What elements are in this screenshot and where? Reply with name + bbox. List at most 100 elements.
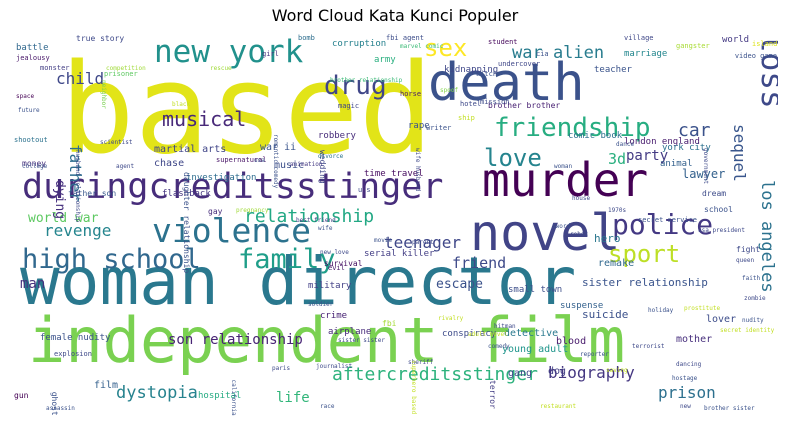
word-brother-relationship: brother relationship [330, 77, 403, 84]
word-usa-president: usa president [698, 227, 745, 234]
word-money: money [22, 159, 46, 168]
word-competition: competition [106, 65, 146, 72]
word-daughter-relationship: daughter relationship [182, 172, 191, 273]
word-assassin: assassin [46, 405, 75, 412]
word-rape: rape [408, 121, 430, 131]
word-london-england: london england [624, 137, 700, 147]
word-gangster: gangster [676, 42, 710, 50]
word-man: man [20, 276, 45, 292]
word-marriage: marriage [624, 49, 667, 59]
word-son-relationship: son relationship [168, 332, 303, 348]
word-rivalry: rivalry [438, 315, 464, 322]
word-hotel: hotel [460, 100, 481, 108]
word-biography: biography [548, 363, 635, 382]
word-pregnancy: pregnancy [236, 207, 269, 214]
word-ghost: ghost [50, 392, 59, 416]
word-scientist: scientist [100, 139, 133, 146]
word-monster: monster [40, 64, 70, 72]
word-adult-novel: adult novel [468, 331, 508, 338]
word-suicide: suicide [582, 308, 628, 321]
word-comedy: comedy [488, 343, 510, 350]
word-holiday: holiday [648, 307, 674, 314]
word-party: party [626, 148, 668, 164]
word-race: race [320, 403, 335, 410]
word-horse: horse [400, 90, 421, 98]
word-battle: battle [16, 43, 49, 53]
word-relationship: relationship [244, 206, 374, 227]
word-3d: 3d [608, 150, 626, 168]
word-spoof: spoof [440, 87, 458, 94]
word-new-love: new love [320, 249, 349, 256]
word-soldier: soldier [308, 301, 334, 308]
word-family: family [238, 244, 336, 275]
word-based: based [60, 38, 433, 182]
word-paris: paris [272, 365, 290, 372]
word-investigation: investigation [186, 173, 256, 183]
word-terror: terror [488, 380, 497, 409]
word-college: college [22, 163, 48, 170]
word-dying: dying [52, 180, 67, 219]
word-wife-husband: wife husband [414, 148, 421, 192]
word-father-son: father son [68, 189, 116, 198]
word-hostage: hostage [672, 375, 698, 382]
word-revenge: revenge [44, 221, 111, 240]
word-sex: sex [424, 34, 467, 62]
word-brother-sister: brother sister [704, 405, 755, 412]
word-writer: writer [426, 124, 451, 132]
word-army: army [374, 55, 396, 65]
word-film: film [94, 380, 118, 391]
chart-title: Word Cloud Kata Kunci Populer [271, 6, 519, 25]
word-girl: girl [262, 50, 279, 58]
word-flashback: flashback [162, 189, 211, 199]
word-york-city: york city [662, 143, 711, 153]
word-murder: murder [482, 153, 648, 207]
word-dream: dream [702, 189, 726, 198]
word-father: father [66, 144, 85, 202]
word-gay: gay [208, 207, 223, 216]
word-drug: drug [324, 71, 387, 101]
word-duringcreditsstinger: duringcreditsstinger [22, 167, 443, 207]
word-world: world [722, 35, 749, 45]
word-sport: sport [608, 240, 680, 268]
word-house: house [572, 195, 590, 202]
word-animation: animation [290, 161, 323, 168]
word-rescue: rescue [210, 65, 232, 72]
word-usa: usa [254, 157, 265, 164]
word-loss: loss [754, 34, 778, 109]
word-musical: musical [162, 107, 246, 131]
word-fbi-agent: fbi agent [386, 34, 424, 42]
word-woman: woman [554, 163, 572, 170]
word-corruption: corruption [332, 39, 386, 49]
word-music: music [274, 160, 304, 171]
word-queen: queen [736, 257, 754, 264]
word-dancing: dancing [676, 361, 702, 368]
word-war-ii: war ii [260, 142, 296, 153]
word-zombie: zombie [744, 295, 766, 302]
word-comic-book: comic book [568, 131, 623, 141]
word-high-school: high school [22, 244, 201, 275]
word-jealousy: jealousy [16, 54, 50, 62]
word-reporter: reporter [580, 351, 609, 358]
word-escape: escape [436, 277, 483, 292]
word-best-friend: best friend [296, 217, 336, 224]
word-government: government [702, 148, 709, 185]
word-fbi: fbi [382, 319, 397, 328]
word-marvel-comic: marvel comic [400, 43, 444, 50]
word-detective: detective [504, 328, 558, 339]
word-secret-identity: secret identity [720, 327, 775, 334]
word-military: military [308, 281, 352, 291]
word-kidnapping: kidnapping [444, 65, 498, 75]
word-hospital: hospital [198, 391, 241, 401]
word-secret-service: secret service [638, 216, 697, 224]
word-true-story: true story [76, 34, 124, 43]
word-brother-brother: brother brother [488, 101, 560, 110]
word-cloud: based woman director independent film death… [12, 34, 778, 417]
word-shootout: shootout [14, 136, 48, 144]
word-journalist: journalist [316, 363, 353, 370]
word-woman-director: woman director [20, 243, 576, 320]
word-black: black [172, 101, 190, 108]
word-village: village [624, 34, 654, 42]
word-prisoner: prisoner [104, 70, 138, 78]
word-lover: lover [706, 314, 736, 325]
